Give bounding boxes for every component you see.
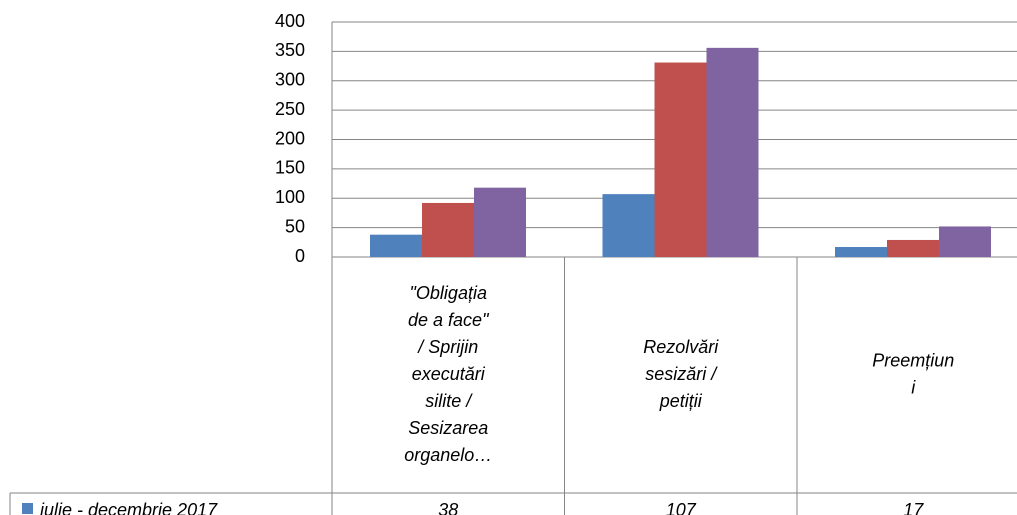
y-tick-label: 0	[295, 246, 305, 266]
bar	[474, 187, 526, 257]
bar	[706, 47, 759, 257]
table-value: 38	[438, 500, 458, 515]
table-value: 107	[666, 500, 697, 515]
y-tick-label: 200	[275, 128, 305, 148]
y-tick-label: 150	[275, 158, 305, 178]
y-tick-label: 400	[275, 11, 305, 31]
y-tick-label: 100	[275, 187, 305, 207]
bar	[602, 194, 655, 257]
y-tick-label: 300	[275, 70, 305, 90]
bar	[887, 239, 939, 257]
x-tick-label: Preemțiun i	[872, 350, 954, 397]
legend-key	[22, 503, 33, 514]
bar	[422, 202, 474, 257]
x-tick-label: "Obligația de a face" / Sprijin executări si…	[404, 283, 492, 465]
y-tick-label: 50	[285, 216, 305, 236]
table-value: 17	[903, 500, 924, 515]
bar	[370, 234, 422, 257]
bar	[654, 62, 707, 257]
bar	[939, 226, 991, 257]
legend-label: iulie - decembrie 2017	[40, 500, 218, 515]
y-tick-label: 350	[275, 40, 305, 60]
bar	[835, 247, 887, 257]
x-tick-label: Rezolvări sesizări / petiții	[643, 337, 719, 411]
y-tick-label: 250	[275, 99, 305, 119]
